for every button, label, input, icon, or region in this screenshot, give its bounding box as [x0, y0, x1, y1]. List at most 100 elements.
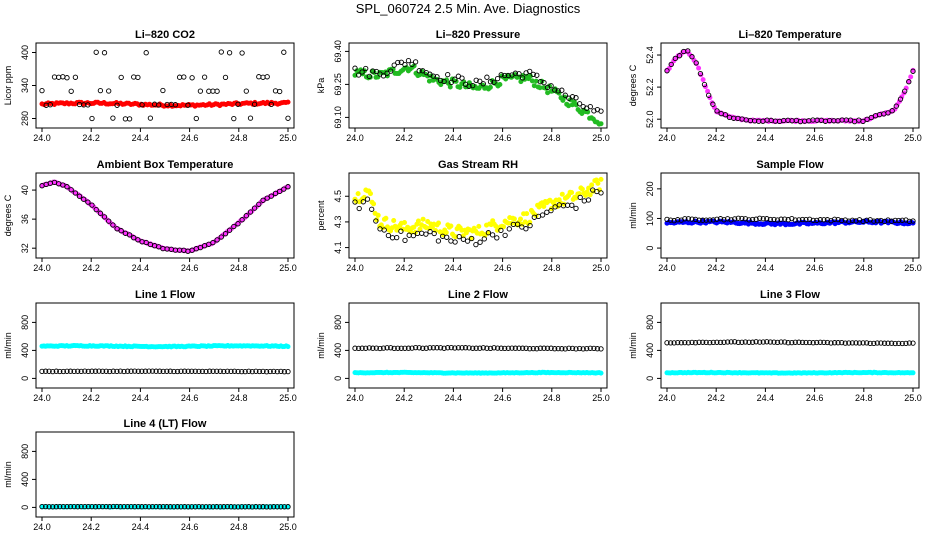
data-point-secondary — [885, 340, 891, 346]
data-point-secondary — [576, 101, 583, 107]
data-point-secondary — [835, 216, 841, 223]
data-point-secondary — [231, 504, 238, 510]
x-tick-label: 24.8 — [855, 263, 873, 273]
data-point-secondary — [685, 340, 692, 346]
data-point-secondary — [256, 74, 262, 80]
data-point-primary — [524, 211, 530, 217]
data-point-secondary — [103, 368, 109, 374]
data-point-secondary — [206, 504, 213, 510]
data-point-secondary — [562, 346, 568, 352]
data-point-secondary — [667, 340, 674, 346]
data-point-secondary — [782, 216, 788, 222]
data-point-secondary — [99, 368, 106, 374]
data-point-secondary — [678, 340, 684, 346]
data-point-secondary — [117, 368, 124, 374]
data-point-secondary — [268, 193, 274, 199]
data-point-secondary — [285, 504, 291, 510]
data-point-secondary — [146, 504, 152, 510]
data-point-secondary — [881, 340, 888, 346]
data-point-secondary — [448, 238, 454, 244]
data-point-secondary — [239, 368, 245, 375]
x-tick-label: 24.2 — [82, 522, 100, 532]
data-point-secondary — [381, 227, 387, 233]
data-point-secondary — [72, 190, 79, 196]
data-point-secondary — [135, 237, 141, 243]
x-tick-label: 25.0 — [592, 393, 610, 403]
data-point-secondary — [42, 503, 49, 510]
data-point-primary — [559, 191, 565, 197]
data-point-secondary — [97, 87, 104, 94]
data-point-secondary — [402, 237, 408, 244]
data-point-secondary — [728, 339, 734, 345]
data-point-secondary — [470, 82, 476, 89]
data-point-primary — [453, 234, 459, 240]
data-point-secondary — [441, 345, 447, 351]
data-point-secondary — [253, 368, 259, 374]
data-point-secondary — [281, 49, 287, 55]
data-point-secondary — [796, 217, 802, 223]
data-point-secondary — [67, 368, 74, 374]
y-tick-label: 52.0 — [645, 110, 655, 128]
data-point-secondary — [714, 216, 720, 222]
data-point-secondary — [767, 339, 774, 345]
data-point-secondary — [714, 339, 720, 345]
data-point-secondary — [707, 339, 713, 346]
data-point-secondary — [667, 217, 674, 223]
data-point-secondary — [746, 217, 752, 223]
data-point-secondary — [92, 504, 99, 510]
y-tick-label: 400 — [20, 45, 30, 60]
data-point-secondary — [864, 217, 870, 223]
data-point-primary — [908, 74, 914, 80]
data-point-secondary — [689, 339, 695, 346]
x-tick-label: 24.0 — [658, 263, 676, 273]
x-tick-label: 24.2 — [82, 393, 100, 403]
data-point-secondary — [149, 503, 156, 510]
data-point-secondary — [774, 217, 781, 223]
data-point-secondary — [878, 217, 884, 224]
panel-title: Ambient Box Temperature — [97, 159, 234, 171]
data-point-secondary — [256, 368, 263, 375]
data-point-secondary — [487, 345, 494, 352]
y-tick-label: 40 — [20, 185, 30, 195]
data-point-secondary — [806, 216, 813, 222]
data-point-secondary — [423, 345, 429, 351]
data-point-secondary — [544, 345, 551, 351]
y-axis-label: ml/min — [316, 332, 326, 359]
data-point-secondary — [721, 339, 727, 345]
data-point-secondary — [64, 184, 70, 190]
data-point-secondary — [260, 74, 266, 80]
data-point-secondary — [132, 504, 138, 510]
data-point-secondary — [473, 77, 479, 83]
data-point-secondary — [519, 75, 526, 81]
data-point-secondary — [664, 68, 670, 74]
data-point-secondary — [197, 244, 204, 251]
data-point-secondary — [885, 217, 891, 223]
y-tick-label: 0 — [333, 376, 343, 381]
x-tick-label: 24.6 — [494, 263, 512, 273]
y-tick-label: 36 — [20, 214, 30, 224]
panel-5: Gas Stream RH 24.0 24.2 24.4 24.6 24.8 25.0 4.1… — [316, 159, 610, 273]
y-tick-label: 400 — [20, 343, 30, 358]
data-point-secondary — [867, 340, 873, 347]
data-point-secondary — [697, 70, 704, 77]
x-tick-label: 24.4 — [132, 263, 150, 273]
data-point-secondary — [380, 73, 387, 79]
data-point-secondary — [675, 217, 681, 223]
data-point-secondary — [878, 340, 884, 346]
y-tick-label: 100 — [645, 211, 655, 226]
data-point-secondary — [366, 73, 372, 80]
data-point-secondary — [530, 71, 536, 78]
data-point-secondary — [469, 235, 475, 242]
data-point-primary — [587, 192, 593, 198]
y-axis-label: Licor ppm — [3, 66, 13, 106]
data-point-secondary — [355, 345, 362, 352]
data-point-secondary — [541, 79, 547, 86]
data-point-secondary — [682, 216, 688, 222]
data-point-secondary — [448, 79, 454, 86]
data-point-secondary — [899, 340, 905, 347]
x-tick-label: 24.8 — [543, 263, 561, 273]
y-tick-label: 200 — [645, 181, 655, 196]
data-point-secondary — [251, 101, 258, 107]
data-point-secondary — [193, 115, 199, 122]
